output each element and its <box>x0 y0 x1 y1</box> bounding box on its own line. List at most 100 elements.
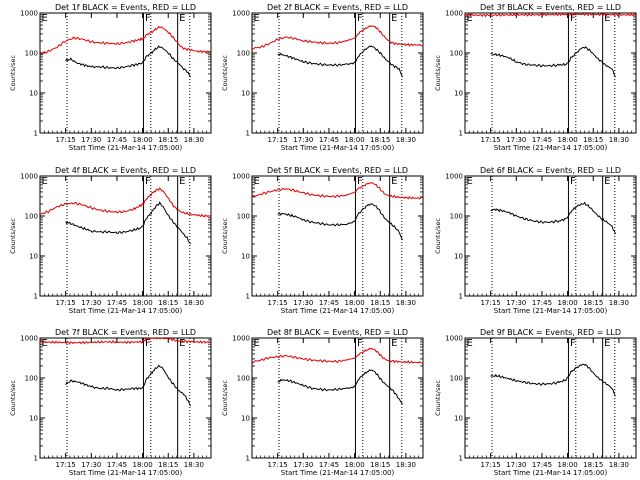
x-axis-label: Start Time (21-Mar-14 17:05:00) <box>281 469 395 477</box>
y-axis-label: Counts/sec <box>221 218 229 254</box>
x-tick-label: 17:30 <box>506 461 526 469</box>
interval-label: E <box>254 13 260 24</box>
y-tick-label: 100 <box>237 375 250 383</box>
panel-title: Det 6f BLACK = Events, RED = LLD <box>480 166 621 175</box>
y-tick-label: 100 <box>450 213 463 221</box>
x-tick-label: 17:15 <box>56 136 76 144</box>
interval-label: F <box>145 176 151 187</box>
y-axis-label: Counts/sec <box>434 218 442 254</box>
y-tick-label: 1000 <box>232 173 250 181</box>
y-tick-label: 100 <box>25 213 38 221</box>
x-tick-label: 17:45 <box>319 136 339 144</box>
y-tick-label: 100 <box>237 213 250 221</box>
events-series-line <box>490 201 616 235</box>
x-tick-label: 18:30 <box>396 461 416 469</box>
x-tick-label: 18:00 <box>133 461 153 469</box>
x-tick-label: 17:30 <box>506 136 526 144</box>
x-tick-label: 17:45 <box>107 299 127 307</box>
y-tick-label: 10 <box>241 415 250 423</box>
y-tick-label: 10 <box>29 415 38 423</box>
panel-det-8: Det 8f BLACK = Events, RED = LLD 1 10 100 10… <box>221 328 424 477</box>
y-tick-label: 10 <box>454 253 463 261</box>
events-series-line <box>490 363 616 397</box>
panel-det-2: Det 2f BLACK = Events, RED = LLD 1 10 100 10… <box>221 3 424 152</box>
y-tick-label: 1000 <box>445 10 463 18</box>
interval-label: E <box>42 176 48 187</box>
x-axis-label: Start Time (21-Mar-14 17:05:00) <box>494 144 608 152</box>
y-tick-label: 1 <box>246 130 250 138</box>
y-tick-label: 1 <box>34 293 38 301</box>
x-tick-label: 18:00 <box>345 461 365 469</box>
y-tick-label: 10 <box>241 253 250 261</box>
x-tick-label: 17:15 <box>268 299 288 307</box>
panel-det-4: Det 4f BLACK = Events, RED = LLD 1 10 100 10… <box>9 166 212 315</box>
events-series-line <box>65 201 191 245</box>
x-tick-label: 17:45 <box>319 299 339 307</box>
interval-label: E <box>604 176 610 187</box>
y-axis-label: Counts/sec <box>9 380 17 416</box>
y-tick-label: 1000 <box>20 335 38 343</box>
x-tick-label: 18:15 <box>158 299 178 307</box>
x-tick-label: 18:15 <box>370 299 390 307</box>
lld-series-line <box>251 347 424 364</box>
panel-det-9: Det 9f BLACK = Events, RED = LLD 1 10 100 10… <box>434 328 637 477</box>
interval-label: E <box>391 13 397 24</box>
x-tick-label: 18:00 <box>133 299 153 307</box>
x-tick-label: 17:45 <box>532 299 552 307</box>
x-tick-label: 18:00 <box>558 461 578 469</box>
y-tick-label: 1 <box>34 130 38 138</box>
x-tick-label: 18:30 <box>609 461 629 469</box>
y-axis-label: Counts/sec <box>434 55 442 91</box>
interval-label: F <box>145 338 151 349</box>
panel-title: Det 3f BLACK = Events, RED = LLD <box>480 3 621 12</box>
interval-label: E <box>254 176 260 187</box>
y-axis-label: Counts/sec <box>221 380 229 416</box>
y-tick-label: 1 <box>246 455 250 463</box>
x-axis-label: Start Time (21-Mar-14 17:05:00) <box>494 307 608 315</box>
y-axis-label: Counts/sec <box>9 218 17 254</box>
interval-label: E <box>179 13 185 24</box>
panel-det-5: Det 5f BLACK = Events, RED = LLD 1 10 100 10… <box>221 166 424 315</box>
x-tick-label: 17:15 <box>481 299 501 307</box>
x-tick-label: 17:15 <box>268 136 288 144</box>
lld-series-line <box>39 337 211 345</box>
x-tick-label: 17:30 <box>81 299 101 307</box>
y-tick-label: 100 <box>450 375 463 383</box>
interval-label: F <box>357 338 363 349</box>
x-tick-label: 17:30 <box>81 136 101 144</box>
x-axis-label: Start Time (21-Mar-14 17:05:00) <box>281 307 395 315</box>
y-tick-label: 1000 <box>445 173 463 181</box>
y-tick-label: 100 <box>25 375 38 383</box>
x-tick-label: 17:30 <box>293 299 313 307</box>
panel-det-1: Det 1f BLACK = Events, RED = LLD 1 10 100 10… <box>9 3 212 152</box>
interval-label: F <box>145 13 151 24</box>
x-tick-label: 17:45 <box>319 461 339 469</box>
events-series-line <box>65 364 191 407</box>
x-tick-label: 17:15 <box>268 461 288 469</box>
plot-frame <box>464 12 637 134</box>
plot-frame <box>464 337 637 459</box>
x-tick-label: 18:30 <box>184 299 204 307</box>
x-tick-label: 18:30 <box>184 461 204 469</box>
x-tick-label: 17:45 <box>107 136 127 144</box>
plot-frame <box>251 175 424 297</box>
interval-label: E <box>254 338 260 349</box>
y-tick-label: 100 <box>237 50 250 58</box>
x-tick-label: 17:15 <box>56 461 76 469</box>
x-tick-label: 18:30 <box>396 136 416 144</box>
panel-title: Det 5f BLACK = Events, RED = LLD <box>267 166 408 175</box>
panel-title: Det 8f BLACK = Events, RED = LLD <box>267 328 408 337</box>
x-tick-label: 17:30 <box>293 461 313 469</box>
y-axis-label: Counts/sec <box>434 380 442 416</box>
interval-label: F <box>570 338 576 349</box>
interval-label: E <box>391 338 397 349</box>
x-tick-label: 18:15 <box>158 461 178 469</box>
x-tick-label: 18:15 <box>583 461 603 469</box>
interval-label: E <box>467 13 473 24</box>
x-tick-label: 17:45 <box>107 461 127 469</box>
x-tick-label: 18:30 <box>609 136 629 144</box>
plot-frame <box>39 337 212 459</box>
interval-label: F <box>357 13 363 24</box>
y-tick-label: 10 <box>29 253 38 261</box>
lld-series-line <box>251 182 424 200</box>
